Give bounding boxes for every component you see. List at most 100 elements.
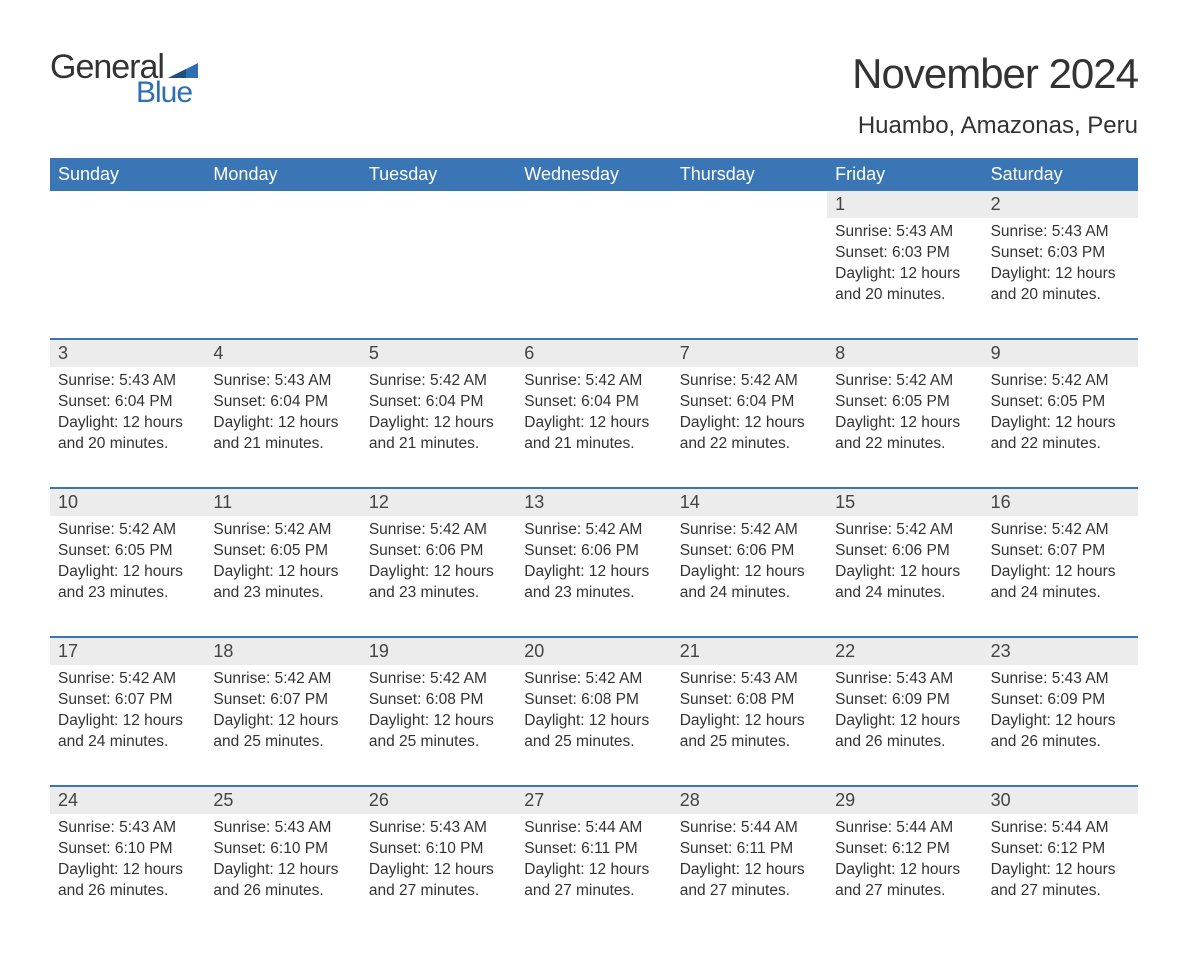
brand-logo: General Blue [50,50,198,108]
row-spacer [50,771,1138,785]
daynum: 7 [672,340,827,367]
sunrise-line: Sunrise: 5:43 AM [991,222,1130,243]
sunrise-line: Sunrise: 5:43 AM [213,818,352,839]
sunset-line: Sunset: 6:04 PM [524,392,663,413]
day-cell-empty [205,218,360,324]
daynum-row: 3456789 [50,338,1138,367]
row-spacer [50,324,1138,338]
daynum: 24 [50,787,205,814]
daynum-empty [672,191,827,218]
day-cell: Sunrise: 5:42 AMSunset: 6:04 PMDaylight:… [361,367,516,473]
sunset-line: Sunset: 6:03 PM [835,243,974,264]
daylight-line: Daylight: 12 hours and 26 minutes. [991,711,1130,753]
day-cell: Sunrise: 5:42 AMSunset: 6:06 PMDaylight:… [672,516,827,622]
daylight-line: Daylight: 12 hours and 24 minutes. [58,711,197,753]
sunset-line: Sunset: 6:05 PM [58,541,197,562]
sunset-line: Sunset: 6:12 PM [991,839,1130,860]
day-cell: Sunrise: 5:42 AMSunset: 6:06 PMDaylight:… [361,516,516,622]
title-block: November 2024 Huambo, Amazonas, Peru [852,50,1138,140]
daylight-line: Daylight: 12 hours and 25 minutes. [680,711,819,753]
daylight-line: Daylight: 12 hours and 23 minutes. [213,562,352,604]
sunset-line: Sunset: 6:04 PM [58,392,197,413]
location-subtitle: Huambo, Amazonas, Peru [852,112,1138,140]
daynum: 17 [50,638,205,665]
day-cell: Sunrise: 5:44 AMSunset: 6:11 PMDaylight:… [672,814,827,920]
sunset-line: Sunset: 6:05 PM [991,392,1130,413]
daynum-row: 17181920212223 [50,636,1138,665]
daylight-line: Daylight: 12 hours and 23 minutes. [58,562,197,604]
week-body-row: Sunrise: 5:43 AMSunset: 6:04 PMDaylight:… [50,367,1138,473]
daylight-line: Daylight: 12 hours and 25 minutes. [524,711,663,753]
daynum: 14 [672,489,827,516]
sunset-line: Sunset: 6:06 PM [369,541,508,562]
day-cell: Sunrise: 5:43 AMSunset: 6:10 PMDaylight:… [50,814,205,920]
sunrise-line: Sunrise: 5:42 AM [369,371,508,392]
daynum-empty [516,191,671,218]
day-cell: Sunrise: 5:42 AMSunset: 6:07 PMDaylight:… [205,665,360,771]
day-cell: Sunrise: 5:44 AMSunset: 6:12 PMDaylight:… [827,814,982,920]
sunrise-line: Sunrise: 5:44 AM [991,818,1130,839]
sunrise-line: Sunrise: 5:43 AM [680,669,819,690]
daynum-empty [50,191,205,218]
sunset-line: Sunset: 6:11 PM [524,839,663,860]
day-cell: Sunrise: 5:43 AMSunset: 6:10 PMDaylight:… [361,814,516,920]
sunset-line: Sunset: 6:04 PM [680,392,819,413]
daynum: 6 [516,340,671,367]
day-cell: Sunrise: 5:42 AMSunset: 6:06 PMDaylight:… [516,516,671,622]
daynum: 28 [672,787,827,814]
day-cell: Sunrise: 5:43 AMSunset: 6:04 PMDaylight:… [205,367,360,473]
day-cell: Sunrise: 5:43 AMSunset: 6:08 PMDaylight:… [672,665,827,771]
day-cell: Sunrise: 5:43 AMSunset: 6:03 PMDaylight:… [983,218,1138,324]
daylight-line: Daylight: 12 hours and 27 minutes. [680,860,819,902]
sunrise-line: Sunrise: 5:42 AM [680,371,819,392]
sunset-line: Sunset: 6:06 PM [835,541,974,562]
month-title: November 2024 [852,50,1138,98]
daynum-row: 10111213141516 [50,487,1138,516]
sunrise-line: Sunrise: 5:43 AM [835,669,974,690]
sunrise-line: Sunrise: 5:43 AM [58,818,197,839]
daynum-empty [205,191,360,218]
daynum: 26 [361,787,516,814]
sunset-line: Sunset: 6:04 PM [213,392,352,413]
day-cell-empty [361,218,516,324]
daynum: 8 [827,340,982,367]
weeks-container: 12Sunrise: 5:43 AMSunset: 6:03 PMDayligh… [50,191,1138,920]
day-cell: Sunrise: 5:43 AMSunset: 6:09 PMDaylight:… [983,665,1138,771]
daynum: 21 [672,638,827,665]
daylight-line: Daylight: 12 hours and 26 minutes. [58,860,197,902]
day-cell: Sunrise: 5:42 AMSunset: 6:04 PMDaylight:… [672,367,827,473]
day-cell: Sunrise: 5:42 AMSunset: 6:05 PMDaylight:… [827,367,982,473]
sunset-line: Sunset: 6:08 PM [369,690,508,711]
daynum: 2 [983,191,1138,218]
daylight-line: Daylight: 12 hours and 27 minutes. [835,860,974,902]
daynum-empty [361,191,516,218]
daylight-line: Daylight: 12 hours and 26 minutes. [213,860,352,902]
daynum-row: 24252627282930 [50,785,1138,814]
sunset-line: Sunset: 6:07 PM [213,690,352,711]
day-cell: Sunrise: 5:42 AMSunset: 6:05 PMDaylight:… [50,516,205,622]
sunrise-line: Sunrise: 5:42 AM [369,520,508,541]
sunrise-line: Sunrise: 5:43 AM [991,669,1130,690]
daylight-line: Daylight: 12 hours and 22 minutes. [991,413,1130,455]
sunrise-line: Sunrise: 5:43 AM [58,371,197,392]
daynum: 13 [516,489,671,516]
page-header: General Blue November 2024 Huambo, Amazo… [50,50,1138,140]
day-cell: Sunrise: 5:42 AMSunset: 6:06 PMDaylight:… [827,516,982,622]
day-cell: Sunrise: 5:42 AMSunset: 6:07 PMDaylight:… [50,665,205,771]
sunrise-line: Sunrise: 5:42 AM [58,520,197,541]
daylight-line: Daylight: 12 hours and 21 minutes. [213,413,352,455]
daynum: 5 [361,340,516,367]
sunset-line: Sunset: 6:05 PM [835,392,974,413]
daynum: 10 [50,489,205,516]
week-body-row: Sunrise: 5:43 AMSunset: 6:10 PMDaylight:… [50,814,1138,920]
sunrise-line: Sunrise: 5:43 AM [835,222,974,243]
sunrise-line: Sunrise: 5:42 AM [835,520,974,541]
daylight-line: Daylight: 12 hours and 27 minutes. [369,860,508,902]
day-cell: Sunrise: 5:44 AMSunset: 6:11 PMDaylight:… [516,814,671,920]
daylight-line: Daylight: 12 hours and 25 minutes. [369,711,508,753]
day-cell: Sunrise: 5:43 AMSunset: 6:03 PMDaylight:… [827,218,982,324]
daynum-row: 12 [50,191,1138,218]
sunrise-line: Sunrise: 5:43 AM [369,818,508,839]
sunrise-line: Sunrise: 5:42 AM [58,669,197,690]
flag-icon [168,58,198,78]
